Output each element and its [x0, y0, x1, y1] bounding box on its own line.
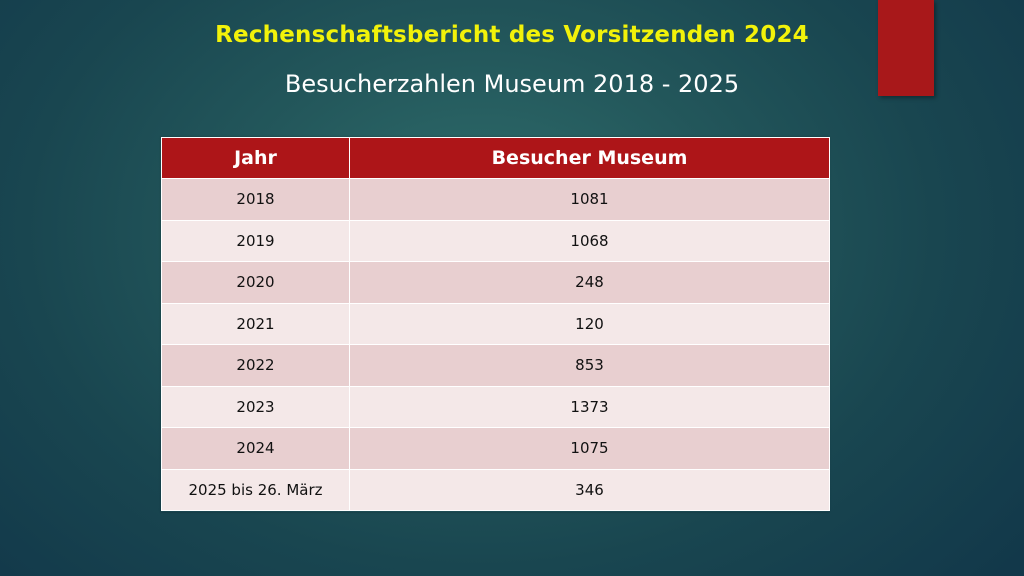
table-row: 2022 853	[161, 344, 830, 387]
slide-title: Rechenschaftsbericht des Vorsitzenden 20…	[215, 22, 809, 48]
cell-year: 2020	[161, 261, 350, 304]
cell-year: 2025 bis 26. März	[161, 468, 350, 511]
visitor-table: Jahr Besucher Museum 2018 1081 2019 1068…	[161, 137, 830, 511]
cell-year: 2024	[161, 427, 350, 470]
cell-visitors: 1373	[349, 385, 830, 428]
table-row: 2019 1068	[161, 219, 830, 262]
table-row: 2021 120	[161, 302, 830, 345]
decorative-red-tab	[878, 0, 934, 96]
slide-subtitle: Besucherzahlen Museum 2018 - 2025	[284, 70, 740, 98]
visitor-table-container: Jahr Besucher Museum 2018 1081 2019 1068…	[161, 137, 830, 512]
cell-year: 2019	[161, 219, 350, 262]
cell-year: 2023	[161, 385, 350, 428]
table-row: 2018 1081	[161, 178, 830, 221]
cell-visitors: 120	[349, 302, 830, 345]
header-visitors: Besucher Museum	[349, 137, 830, 179]
cell-visitors: 1081	[349, 178, 830, 221]
cell-visitors: 346	[349, 468, 830, 511]
cell-visitors: 1068	[349, 219, 830, 262]
cell-visitors: 1075	[349, 427, 830, 470]
header-year: Jahr	[161, 137, 350, 179]
table-row: 2023 1373	[161, 385, 830, 428]
table-row: 2025 bis 26. März 346	[161, 468, 830, 511]
table-header-row: Jahr Besucher Museum	[161, 137, 830, 179]
cell-year: 2022	[161, 344, 350, 387]
cell-year: 2018	[161, 178, 350, 221]
table-row: 2020 248	[161, 261, 830, 304]
cell-visitors: 853	[349, 344, 830, 387]
table-row: 2024 1075	[161, 427, 830, 470]
cell-visitors: 248	[349, 261, 830, 304]
cell-year: 2021	[161, 302, 350, 345]
